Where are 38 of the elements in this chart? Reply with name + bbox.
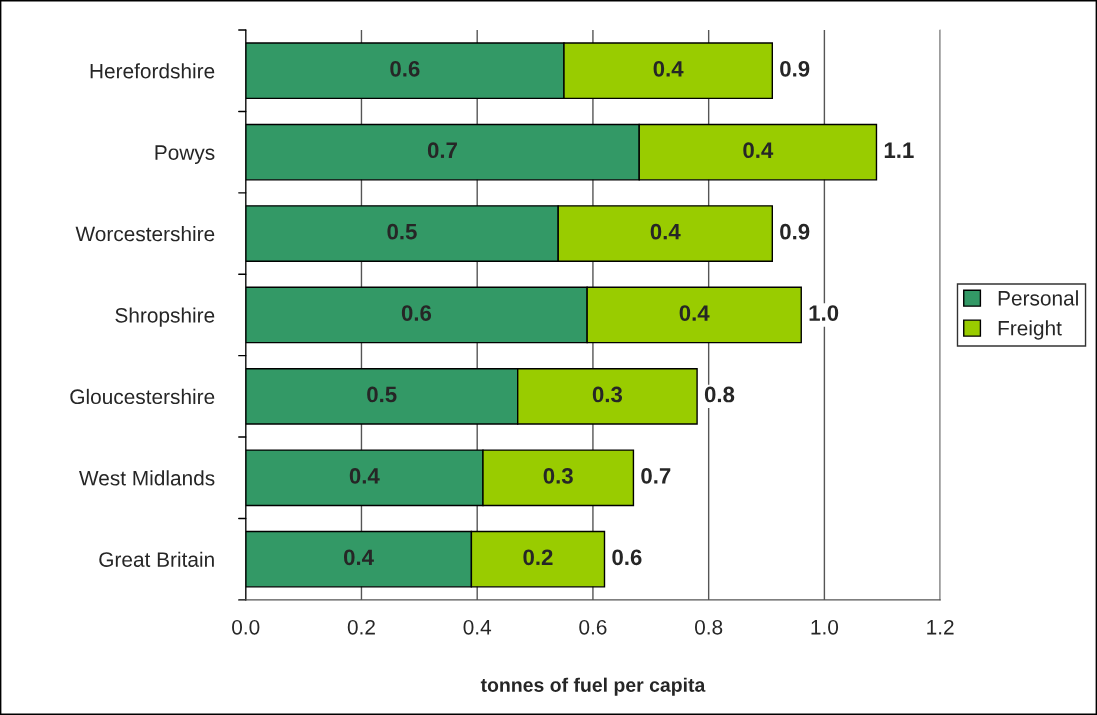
total-label: 1.0 xyxy=(809,305,839,321)
y-tick-label: Worcestershire xyxy=(75,226,215,242)
x-tick-label: 0.6 xyxy=(579,619,607,635)
legend-label: Personal xyxy=(998,290,1078,306)
data-label: 0.3 xyxy=(543,468,573,484)
x-axis-title: tonnes of fuel per capita xyxy=(480,677,706,696)
total-label: 0.6 xyxy=(612,549,642,566)
data-label: 0.4 xyxy=(679,305,710,321)
y-tick-label: Herefordshire xyxy=(90,63,215,79)
total-label: 0.8 xyxy=(704,386,735,403)
data-label: 0.3 xyxy=(592,386,623,403)
data-label: 0.7 xyxy=(427,142,457,159)
y-tick-label: West Midlands xyxy=(79,470,215,486)
data-label: 0.4 xyxy=(653,60,684,77)
y-tick-label: Gloucestershire xyxy=(70,388,215,405)
x-tick-label: 1.2 xyxy=(927,619,954,635)
data-label: 0.4 xyxy=(344,549,374,566)
data-label: 0.6 xyxy=(390,60,420,77)
x-tick-label: 0.2 xyxy=(347,619,375,635)
x-tick-label: 0.8 xyxy=(695,619,723,635)
x-tick-label: 0.4 xyxy=(463,619,492,635)
x-tick-label: 1.0 xyxy=(811,619,839,635)
data-label: 0.5 xyxy=(387,223,417,240)
total-label: 1.1 xyxy=(884,142,914,158)
data-label: 0.4 xyxy=(349,468,380,484)
y-tick-label: Great Britain xyxy=(99,551,214,567)
data-label: 0.2 xyxy=(523,549,553,566)
data-label: 0.6 xyxy=(401,305,432,321)
total-label: 0.7 xyxy=(641,468,671,484)
legend-label: Freight xyxy=(998,320,1062,340)
y-tick-label: Shropshire xyxy=(115,307,215,327)
total-label: 0.9 xyxy=(780,223,810,240)
data-label: 0.5 xyxy=(367,386,397,403)
y-tick-label: Powys xyxy=(155,145,215,165)
data-label: 0.4 xyxy=(743,142,774,159)
x-tick-label: 0.0 xyxy=(232,619,260,635)
data-label: 0.4 xyxy=(650,223,681,240)
total-label: 0.9 xyxy=(780,60,810,77)
